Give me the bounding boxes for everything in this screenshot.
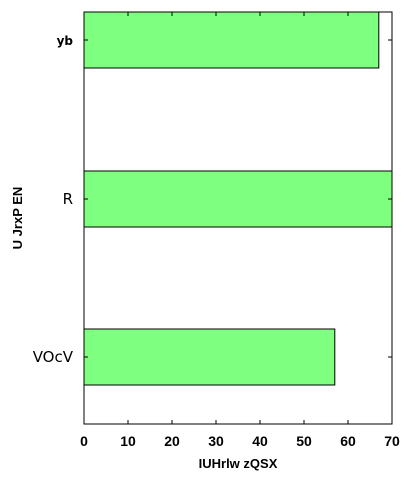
x-tick-label-4: 40 (252, 433, 268, 449)
plot-frame (83, 11, 393, 425)
bar-0 (83, 11, 380, 69)
x-tick-label-1: 10 (120, 433, 136, 449)
x-tick-label-7: 70 (384, 433, 400, 449)
y-tick-label-2: VOcV (33, 348, 74, 366)
bar-1 (83, 170, 393, 228)
x-tick-label-3: 30 (208, 433, 224, 449)
x-tick-label-2: 20 (164, 433, 180, 449)
x-tick-label-6: 60 (340, 433, 356, 449)
y-axis-title: U JrxP EN (10, 187, 25, 250)
labels-layer: yb R VOcV 0 10 20 30 40 50 60 70 (33, 34, 400, 449)
x-tick-label-5: 50 (296, 433, 312, 449)
x-tick-label-0: 0 (80, 433, 88, 449)
ticks-layer (83, 12, 393, 424)
bars-layer (83, 11, 393, 386)
y-tick-label-1: R (63, 190, 73, 208)
bar-2 (83, 328, 336, 386)
x-axis-title: IUHrlw zQSX (199, 456, 278, 471)
y-tick-label-0: yb (57, 34, 74, 48)
